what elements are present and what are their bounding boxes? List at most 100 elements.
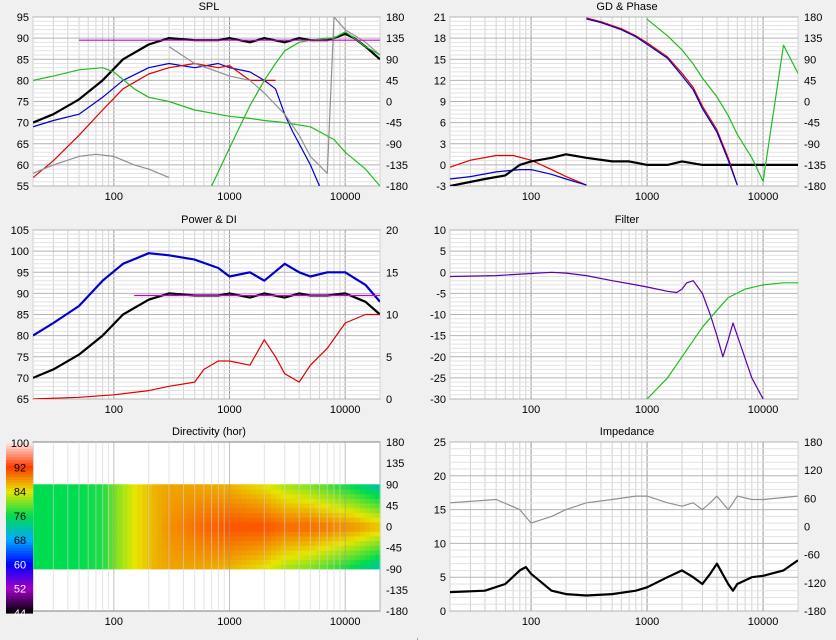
- heatmap-cell: [102, 550, 108, 556]
- heatmap-cell: [290, 503, 297, 509]
- impedance-chart: 100 1000 10000 25 20 15 10 5 0 180 120 60 0 -60 -120 -1…: [434, 437, 826, 628]
- heatmap-cell: [211, 564, 218, 570]
- heatmap-cell: [77, 488, 84, 495]
- y-left-tick-label: -20: [430, 352, 446, 364]
- heatmap-cell: [67, 559, 74, 565]
- heatmap-cell: [345, 484, 351, 490]
- heatmap-cell: [33, 512, 39, 518]
- heatmap-cell: [186, 554, 193, 560]
- heatmap-cell: [38, 521, 44, 528]
- heatmap-cell: [305, 535, 312, 542]
- heatmap-cell: [261, 550, 267, 556]
- heatmap-cell: [156, 507, 163, 513]
- grid: [32, 442, 381, 611]
- heatmap-cell: [152, 484, 158, 490]
- colorbar-tick-label: 60: [14, 559, 26, 571]
- heatmap-cell: [290, 498, 297, 504]
- heatmap-cell: [137, 521, 143, 528]
- heatmap-cell: [122, 503, 128, 509]
- heatmap-cell: [47, 545, 54, 551]
- heatmap-cell: [270, 554, 277, 560]
- heatmap-cell: [92, 559, 99, 565]
- heatmap-cell: [62, 521, 69, 528]
- heatmap-cell: [72, 550, 79, 556]
- heatmap-cell: [156, 550, 163, 556]
- heatmap-cell: [42, 484, 49, 490]
- heatmap-cell: [52, 545, 59, 551]
- heatmap-cell: [142, 521, 148, 528]
- heatmap-cell: [142, 484, 148, 490]
- heatmap-cell: [47, 484, 54, 490]
- heatmap-cell: [325, 498, 332, 504]
- heatmap-cell: [107, 535, 113, 542]
- heatmap-cell: [360, 550, 366, 556]
- heatmap-cell: [82, 503, 89, 509]
- y-left-tick-label: 25: [434, 437, 446, 449]
- y-left-tick-label: 80: [17, 331, 29, 343]
- heatmap-cell: [132, 493, 138, 499]
- heatmap-cell: [117, 535, 123, 542]
- heatmap-cell: [161, 559, 168, 565]
- heatmap-cell: [132, 498, 138, 504]
- heatmap-cell: [147, 493, 153, 499]
- heatmap-cell: [266, 535, 272, 542]
- heatmap-cell: [72, 540, 79, 546]
- heatmap-cell: [345, 503, 351, 509]
- heatmap-cell: [97, 503, 103, 509]
- y-left-tick-label: 70: [17, 118, 29, 130]
- heatmap-cell: [310, 484, 317, 490]
- heatmap-cell: [77, 507, 84, 513]
- colorbar-cell: [6, 553, 33, 557]
- y-left-tick-label: 15: [434, 54, 446, 66]
- y-right-tick-label: 90: [804, 54, 816, 66]
- heatmap-cell: [176, 517, 183, 523]
- heatmap-cell: [256, 493, 262, 499]
- heatmap-cell: [295, 493, 302, 499]
- heatmap-cell: [335, 550, 341, 556]
- heatmap-cell: [176, 521, 183, 528]
- heatmap-cell: [345, 517, 351, 523]
- colorbar-cell: [6, 471, 33, 475]
- heatmap-cell: [320, 540, 327, 546]
- heatmap-cell: [206, 550, 213, 556]
- heatmap-cell: [290, 559, 297, 565]
- heatmap-cell: [176, 507, 183, 513]
- heatmap-cell: [270, 564, 277, 570]
- heatmap-cell: [147, 545, 153, 551]
- heatmap-cell: [142, 488, 148, 495]
- heatmap-cell: [246, 540, 252, 546]
- heatmap-cell: [295, 564, 302, 570]
- heatmap-cell: [335, 540, 341, 546]
- heatmap-cell: [97, 526, 103, 532]
- heatmap-cell: [216, 498, 222, 504]
- heatmap-cell: [102, 503, 108, 509]
- heatmap-cell: [52, 498, 59, 504]
- heatmap-cell: [246, 564, 252, 570]
- heatmap-cell: [112, 564, 118, 570]
- heatmap-cell: [112, 535, 118, 542]
- heatmap-cell: [72, 493, 79, 499]
- heatmap-cell: [315, 488, 322, 495]
- y-right-tick-label: -45: [804, 118, 820, 130]
- heatmap-cell: [280, 559, 287, 565]
- heatmap-cell: [97, 540, 103, 546]
- heatmap-cell: [211, 488, 218, 495]
- heatmap-cell: [355, 521, 361, 528]
- heatmap-cell: [52, 554, 59, 560]
- heatmap-cell: [47, 503, 54, 509]
- heatmap-cells: [33, 484, 381, 570]
- heatmap-cell: [38, 550, 44, 556]
- heatmap-cell: [246, 526, 252, 532]
- heatmap-cell: [315, 503, 322, 509]
- heatmap-cell: [161, 512, 168, 518]
- colorbar-cell: [6, 570, 33, 574]
- heatmap-cell: [77, 493, 84, 499]
- heatmap-cell: [246, 535, 252, 542]
- heatmap-cell: [280, 488, 287, 495]
- heatmap-cell: [290, 535, 297, 542]
- heatmap-cell: [275, 554, 282, 560]
- heatmap-cell: [33, 493, 39, 499]
- heatmap-cell: [325, 564, 332, 570]
- heatmap-cell: [246, 507, 252, 513]
- heatmap-cell: [186, 517, 193, 523]
